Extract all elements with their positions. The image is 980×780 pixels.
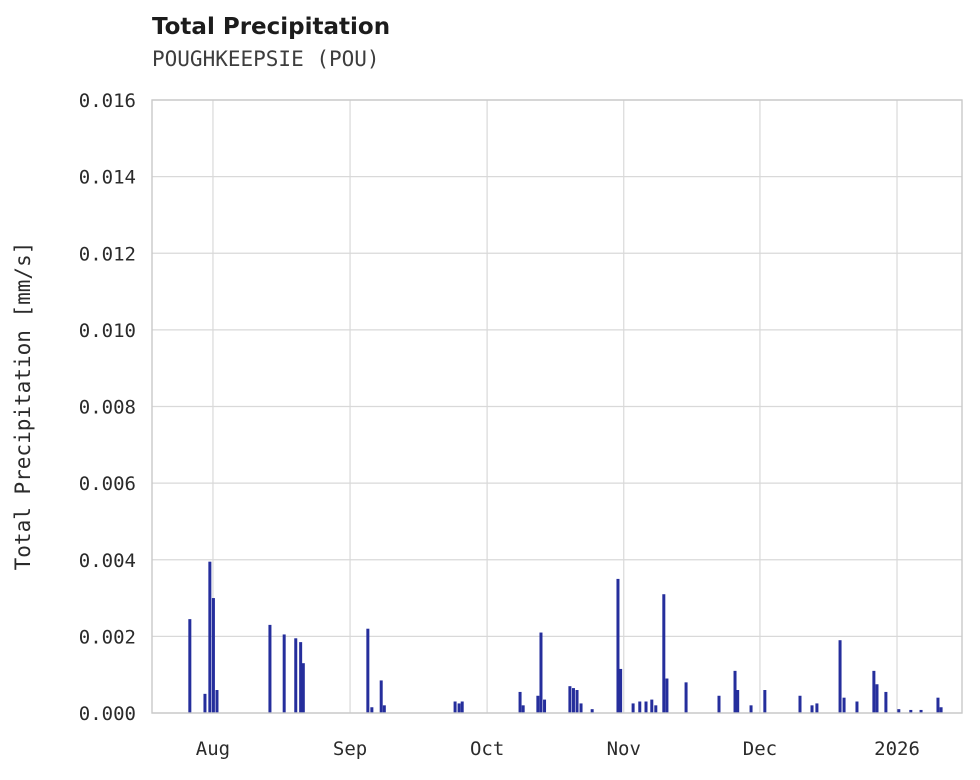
precipitation-spike <box>282 634 286 713</box>
precipitation-spike <box>379 680 383 713</box>
precipitation-spike <box>665 678 669 713</box>
x-tick-label: 2026 <box>874 738 920 760</box>
y-tick-label: 0.002 <box>79 626 136 648</box>
y-tick-label: 0.012 <box>79 243 136 265</box>
precipitation-spike <box>299 642 303 713</box>
precipitation-spike <box>460 701 464 713</box>
precipitation-spike <box>815 703 819 713</box>
plot-border <box>151 99 963 714</box>
precipitation-spike <box>936 697 940 713</box>
plot-frame <box>151 99 963 714</box>
precipitation-spike <box>919 709 923 713</box>
precipitation-spike <box>568 686 572 713</box>
precipitation-spike <box>616 578 620 713</box>
precipitation-spike <box>521 705 525 713</box>
x-tick-label: Aug <box>196 738 230 760</box>
precipitation-spike <box>268 624 272 713</box>
precipitation-spike <box>654 705 658 713</box>
precipitation-spike <box>575 690 579 713</box>
precipitation-spike <box>733 670 737 713</box>
y-tick-label: 0.008 <box>79 397 136 419</box>
x-tick-label: Sep <box>333 738 367 760</box>
precipitation-spike <box>590 709 594 713</box>
precipitation-spike <box>301 663 305 713</box>
y-tick-label: 0.000 <box>79 703 136 725</box>
x-tick-label: Oct <box>470 738 504 760</box>
precipitation-spike <box>638 701 642 713</box>
precipitation-spike <box>838 640 842 713</box>
ticks-layer: 0.000 0.002 0.004 0.006 0.008 0.010 0.012 0.014… <box>79 90 920 760</box>
precipitation-spike <box>211 598 215 713</box>
precipitation-spike <box>810 705 814 713</box>
precipitation-spike <box>763 690 767 713</box>
y-tick-label: 0.004 <box>79 550 136 572</box>
precipitation-spike <box>644 701 648 713</box>
precipitation-spike <box>842 697 846 713</box>
precipitation-spike <box>650 699 654 713</box>
precipitation-spike <box>453 701 457 713</box>
precipitation-spike <box>631 703 635 713</box>
precipitation-spike <box>543 699 547 713</box>
y-tick-label: 0.014 <box>79 167 136 189</box>
precipitation-spike <box>571 688 575 713</box>
precipitation-spike <box>188 619 192 713</box>
precipitation-spike <box>536 695 540 713</box>
precipitation-spike <box>366 628 370 713</box>
precipitation-spike <box>457 703 461 713</box>
precipitation-spike <box>736 690 740 713</box>
x-tick-label: Nov <box>607 738 641 760</box>
precipitation-spike <box>855 701 859 713</box>
precipitation-spike <box>939 707 943 713</box>
precipitation-spike <box>619 668 623 713</box>
series-layer <box>188 561 943 713</box>
y-axis-title: Total Precipitation [mm/s] <box>11 242 35 571</box>
precipitation-spike <box>872 670 876 713</box>
chart-title: Total Precipitation <box>152 14 391 40</box>
precipitation-spike <box>875 684 879 713</box>
precipitation-spike <box>382 705 386 713</box>
chart-subtitle: POUGHKEEPSIE (POU) <box>152 47 380 71</box>
precipitation-spike <box>749 705 753 713</box>
x-tick-label: Dec <box>743 738 777 760</box>
precipitation-spike <box>909 709 913 713</box>
precipitation-spike <box>294 638 298 713</box>
y-tick-label: 0.010 <box>79 320 136 342</box>
precipitation-spike <box>884 691 888 713</box>
precipitation-spike <box>897 709 901 713</box>
grid-layer <box>152 99 962 714</box>
precipitation-spike <box>662 594 666 713</box>
precipitation-spike <box>684 682 688 713</box>
precipitation-spike <box>798 695 802 713</box>
precipitation-spike <box>518 691 522 713</box>
y-tick-label: 0.016 <box>79 90 136 112</box>
precipitation-spike <box>579 703 583 713</box>
y-tick-label: 0.006 <box>79 473 136 495</box>
precipitation-spike <box>215 690 219 713</box>
precipitation-spike <box>717 695 721 713</box>
precipitation-spike <box>208 561 212 713</box>
precipitation-spike <box>539 632 543 713</box>
precipitation-spike <box>370 707 374 713</box>
precipitation-spike <box>203 693 207 713</box>
